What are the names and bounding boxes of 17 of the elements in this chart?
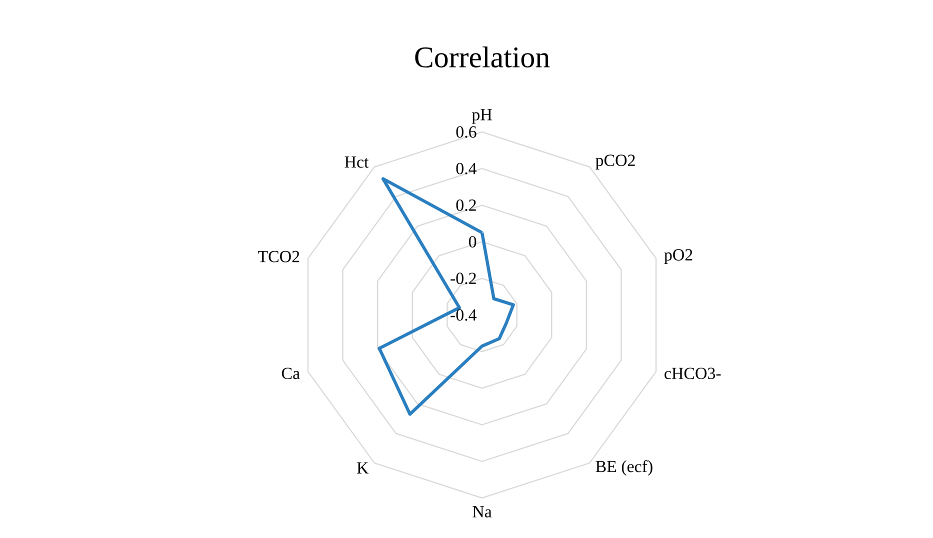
y-tick-label: 0.6 [456,126,476,138]
y-tick-label: -0.4 [450,309,477,321]
spoke-label: K [356,462,369,474]
spoke-label: TCO2 [258,250,300,262]
y-tick-label: 0.4 [456,162,477,174]
y-tick-label: 0.2 [456,199,476,211]
spoke-label: cHCO3- [664,368,721,380]
spoke-label: pO2 [664,249,692,264]
spoke-label: BE (ecf) [596,460,652,476]
y-tick-label: 0 [468,236,476,248]
spoke-label: Hct [344,156,369,168]
spoke-label: pCO2 [596,154,635,170]
y-tick-label: -0.2 [450,272,476,284]
spoke-label: Na [472,506,492,518]
spoke-label: Ca [282,368,300,380]
chart-title: Correlation [415,46,550,68]
spoke-label: pH [472,109,492,124]
